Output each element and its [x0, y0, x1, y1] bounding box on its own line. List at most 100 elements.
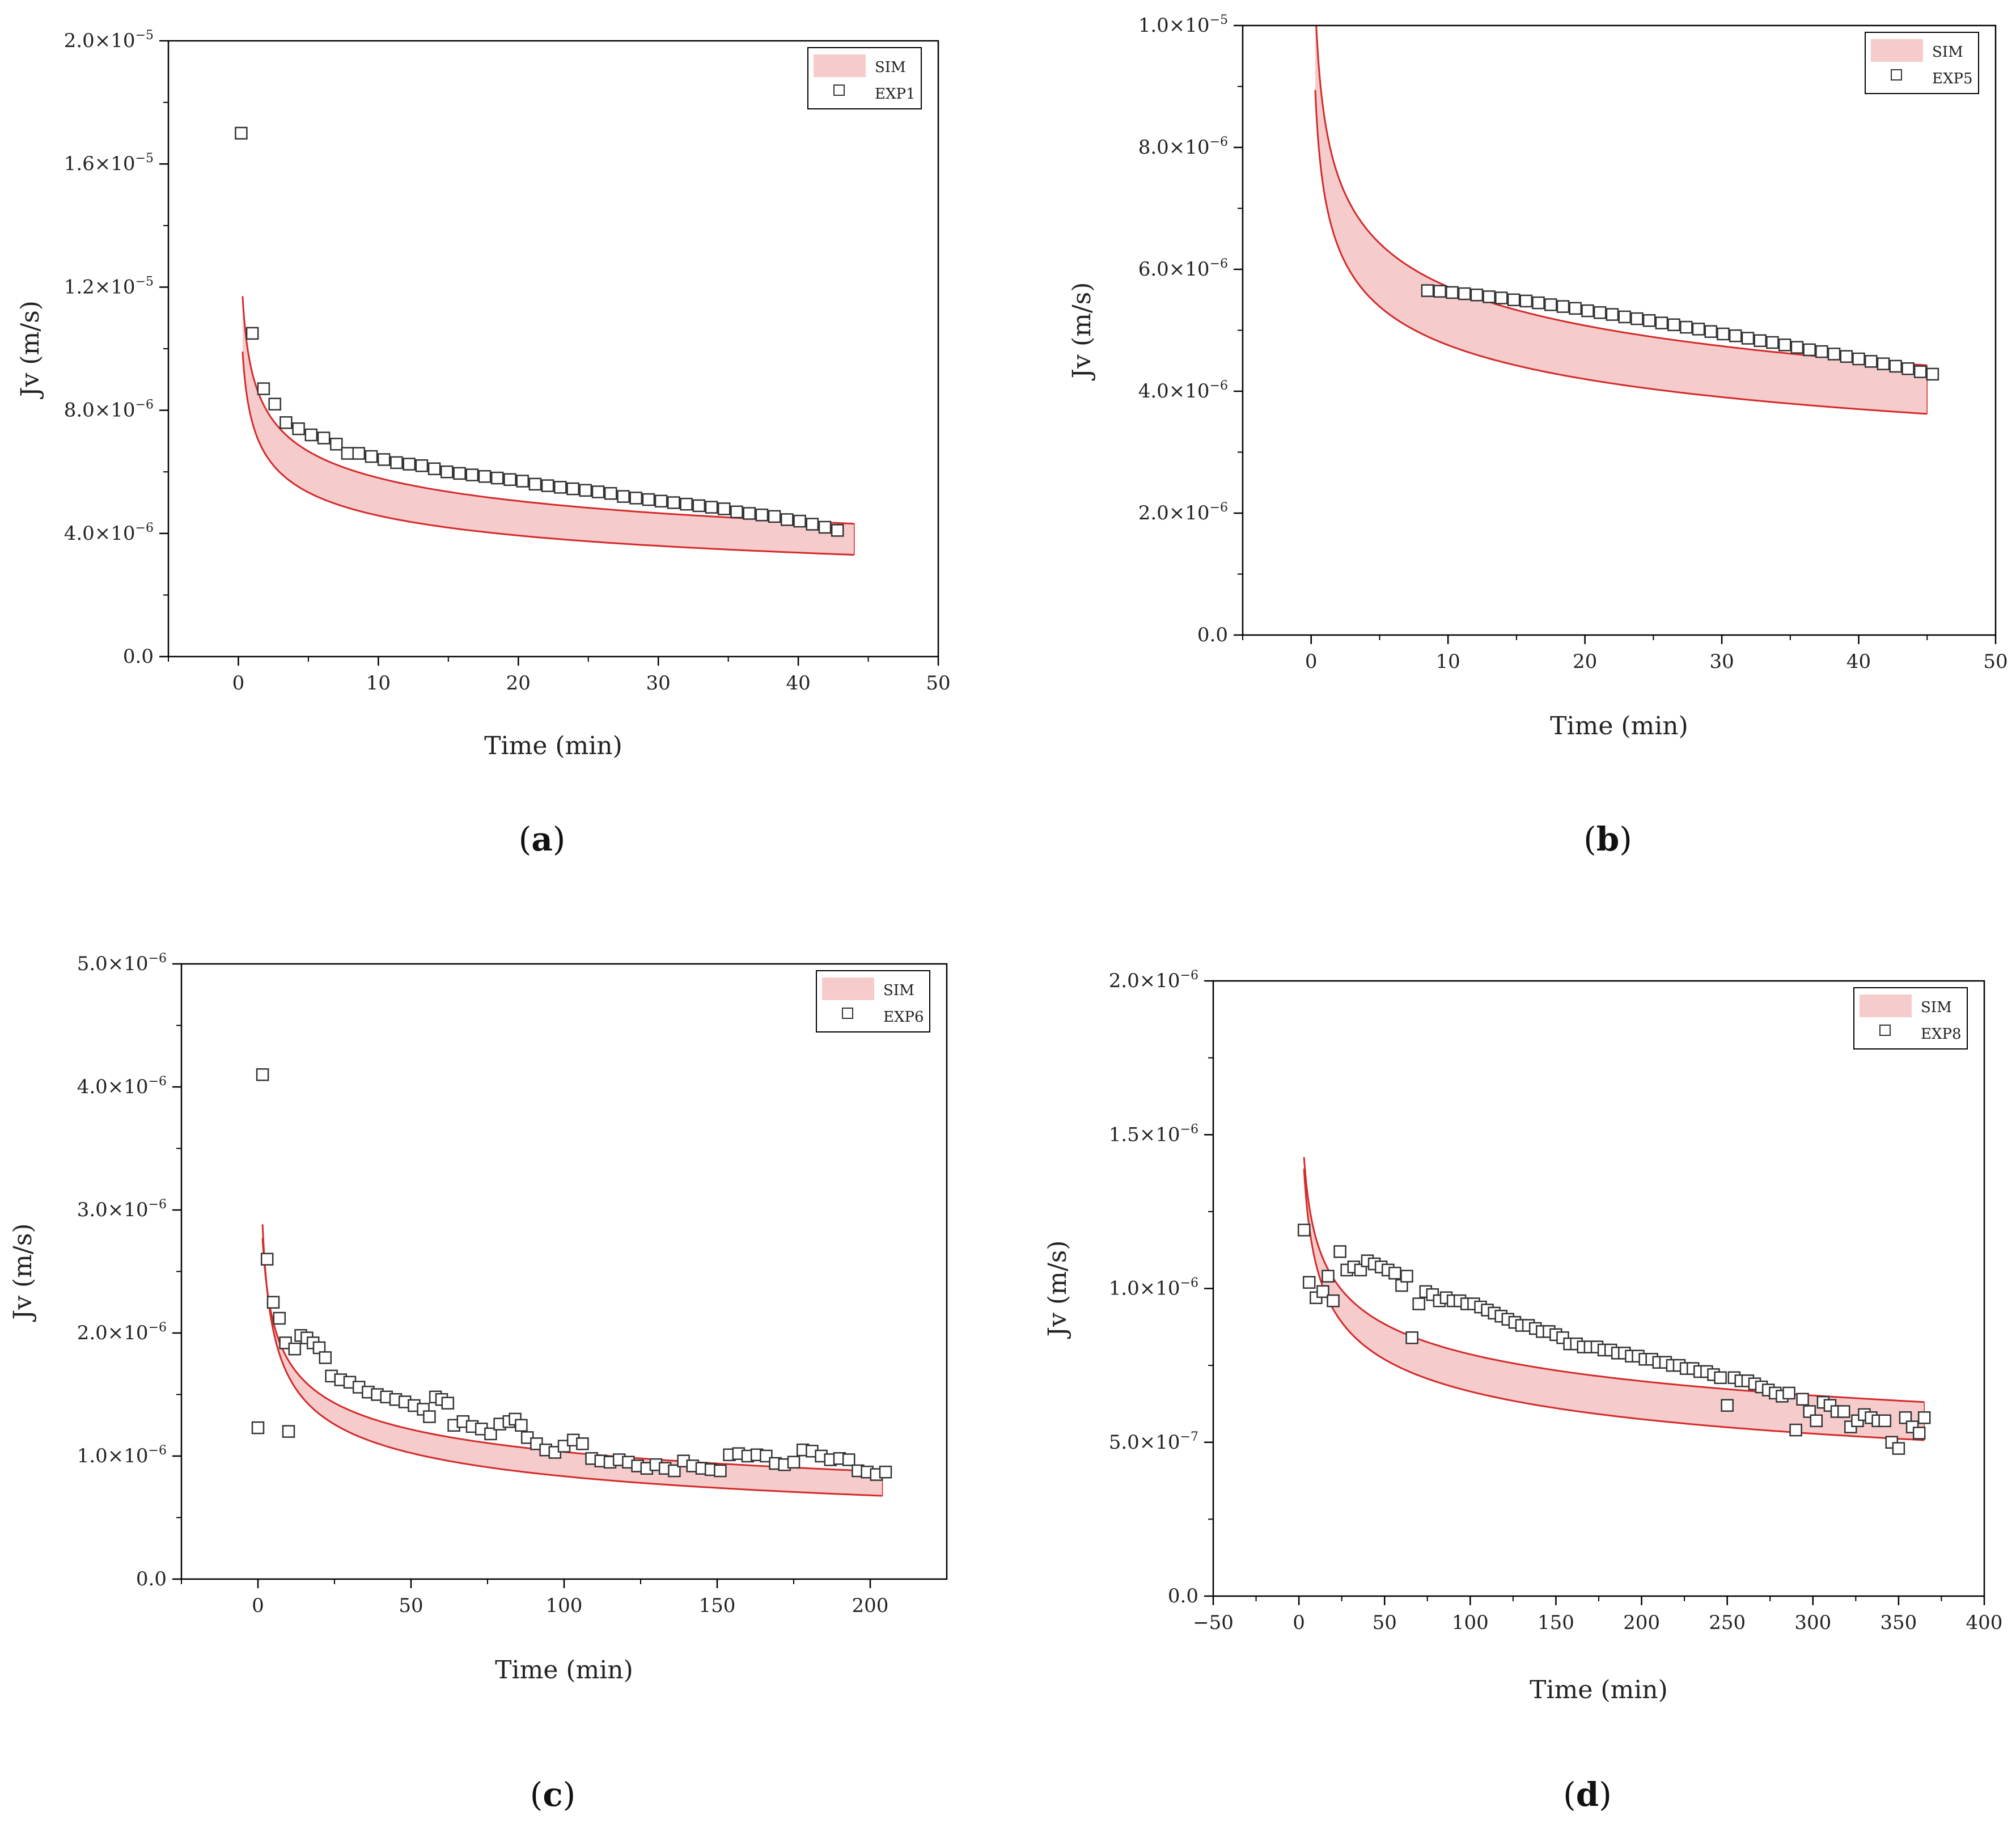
y-tick-label: 0.0 [1197, 624, 1228, 646]
y-tick-mantissa: 0.0 [1168, 1585, 1198, 1607]
exp-point [1717, 327, 1730, 341]
exp-point [427, 462, 441, 476]
caption-letter: d [1576, 1775, 1599, 1814]
legend-sim-swatch [1871, 39, 1923, 62]
exp-points [251, 1068, 892, 1481]
y-tick-label: 1.0×10−6 [1109, 1276, 1198, 1300]
y-tick-label: 0.0 [123, 645, 154, 668]
exp-point [1433, 285, 1446, 298]
exp-point [319, 1351, 332, 1364]
exp-point [654, 494, 668, 508]
y-tick-label: 1.6×10−5 [64, 151, 154, 175]
exp-point [768, 510, 781, 523]
exp-point [453, 467, 466, 480]
caption-letter: c [543, 1775, 562, 1814]
exp-point [484, 1427, 497, 1441]
panel-caption: (b) [1583, 820, 1632, 858]
exp-point [1458, 287, 1471, 301]
panel-d-chart: −50 0 50 100 150 200 250 300 350 400 0.0 5.0×10−7 1.… [1043, 968, 2002, 1814]
legend-exp-marker [842, 1008, 853, 1019]
exp-point [1913, 365, 1927, 378]
exp-point [390, 456, 403, 469]
exp-point [818, 521, 832, 534]
exp-point [541, 479, 554, 492]
legend-exp-marker [833, 84, 845, 96]
exp-point [465, 468, 479, 481]
exp-point [235, 126, 248, 140]
panel-a-chart: 0 10 20 30 40 500.04.0×10−68.0×10−61.2×10−51.… [16, 28, 951, 858]
y-tick-label: 8.0×10−6 [64, 398, 154, 422]
y-tick-exponent: −5 [135, 151, 154, 166]
exp-point [1606, 308, 1619, 321]
sim-band-fill [1315, 26, 1928, 414]
exp-point [1642, 314, 1656, 327]
y-tick-mantissa: 0.0 [1197, 624, 1228, 646]
y-axis-title: Jv (m/s) [9, 1224, 37, 1322]
exp-point [365, 450, 378, 463]
y-tick-exponent: −6 [149, 1074, 167, 1089]
exp-point [317, 431, 331, 445]
exp-point [591, 485, 605, 498]
y-tick-exponent: −6 [1180, 1276, 1198, 1290]
exp-point [441, 465, 454, 479]
legend-exp-label: EXP1 [875, 86, 916, 103]
legend: SIM EXP1 [807, 47, 922, 109]
x-tick-label: 20 [1573, 650, 1597, 673]
exp-point [1327, 1294, 1340, 1307]
sim-band-group [242, 296, 855, 556]
exp-point [1741, 332, 1755, 345]
exp-point [423, 1410, 436, 1423]
legend: SIM EXP6 [816, 970, 930, 1033]
exp-point [1618, 310, 1631, 324]
exp-point [1899, 1411, 1912, 1424]
y-tick-exponent: −6 [1180, 1122, 1198, 1136]
x-tick-label: 200 [1623, 1611, 1660, 1634]
y-tick-label: 3.0×10−6 [77, 1197, 167, 1221]
x-tick-label: 50 [1373, 1611, 1397, 1634]
x-tick-label: 50 [926, 672, 950, 695]
exp-points [1421, 284, 1939, 381]
exp-point [403, 458, 416, 471]
x-axis-title: Time (min) [1530, 1675, 1668, 1704]
x-tick-label: 250 [1709, 1611, 1746, 1634]
exp-point [352, 447, 366, 460]
y-tick-label: 5.0×10−6 [77, 951, 167, 975]
exp-point [692, 499, 706, 513]
caption-open: ( [530, 1775, 543, 1814]
panel-caption: (d) [1563, 1775, 1612, 1814]
exp-point [717, 502, 731, 515]
sim-band-fill [1304, 1157, 1925, 1440]
x-tick-label: 30 [646, 672, 671, 695]
y-tick-label: 0.0 [1168, 1585, 1198, 1607]
x-tick-label: 200 [852, 1594, 889, 1617]
exp-point [288, 1342, 302, 1356]
exp-point [1729, 329, 1742, 342]
y-tick-label: 1.5×10−6 [1109, 1122, 1198, 1146]
exp-point [781, 513, 794, 526]
sim-upper-line [242, 296, 854, 525]
y-tick-label: 1.0×10−5 [1138, 13, 1228, 37]
y-tick-mantissa: 2.0×10 [77, 1322, 149, 1344]
exp-point [755, 508, 769, 522]
x-tick-label: 10 [366, 672, 391, 695]
sim-lower-line [261, 1224, 883, 1497]
exp-point [831, 524, 844, 537]
exp-point [1837, 1405, 1850, 1418]
exp-point [1667, 318, 1680, 332]
exp-point [667, 496, 680, 509]
y-tick-exponent: −6 [135, 398, 154, 412]
y-tick-mantissa: 0.0 [136, 1568, 167, 1590]
sim-lower-line [1303, 1169, 1925, 1441]
exp-point [1400, 1270, 1413, 1283]
exp-point [1877, 357, 1890, 370]
exp-point [490, 471, 504, 485]
sim-lower-line [242, 352, 854, 556]
legend-sim-swatch [1860, 995, 1912, 1017]
x-axis-title: Time (min) [495, 1656, 633, 1685]
exp-point [1917, 1411, 1931, 1424]
exp-point [1721, 1399, 1734, 1412]
exp-point [1581, 304, 1594, 318]
exp-point [1766, 336, 1779, 349]
x-axis-title: Time (min) [1550, 712, 1688, 740]
